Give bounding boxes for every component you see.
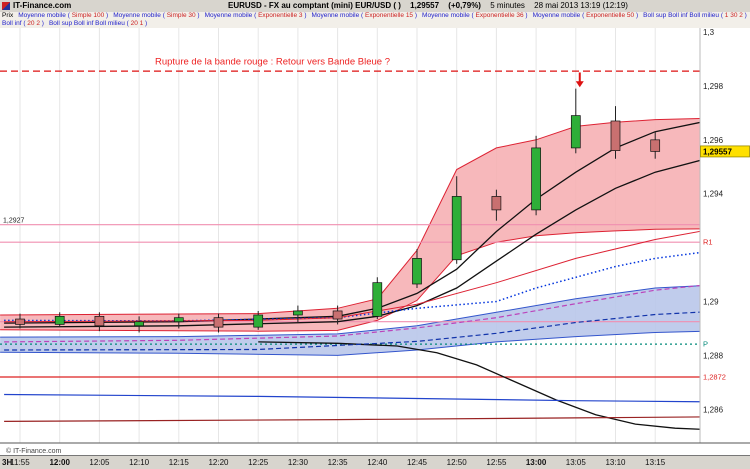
chart-annotation: Rupture de la bande rouge : Retour vers … — [155, 56, 390, 67]
ma-black-upper — [4, 121, 700, 324]
time-label: 12:15 — [168, 458, 189, 467]
axis-label: 1,29 — [703, 298, 719, 307]
ma-red-mid — [4, 230, 700, 323]
legend-row-1: Prix Moyenne mobile ( Simple 100 ) Moyenne… — [2, 12, 750, 20]
indicator-legend: Prix Moyenne mobile ( Simple 100 ) Moyenne… — [0, 12, 750, 28]
legend-item: Moyenne mobile ( Exponentielle 3 ) — [204, 12, 307, 19]
candle-12:25 — [253, 310, 264, 330]
time-label: 12:40 — [367, 458, 388, 467]
candle-13:10 — [610, 106, 621, 159]
axis-label: 1,288 — [703, 351, 724, 360]
bollinger-red-band — [0, 118, 700, 332]
line-blue-bottom — [4, 393, 700, 403]
axis-label: 1,296 — [703, 136, 724, 145]
axis-label: 1,298 — [703, 82, 724, 91]
current-price: 1,29557 — [703, 148, 732, 157]
time-label: 12:25 — [248, 458, 269, 467]
instrument-title: EURUSD - FX au comptant (mini) EUR/USD (… — [228, 1, 401, 10]
time-label: 13:15 — [645, 458, 666, 467]
time-label: 13:10 — [605, 458, 626, 467]
timeframe-label: 5 minutes — [490, 1, 525, 10]
candle-12:20 — [213, 313, 224, 333]
ma-navy-dashed — [4, 311, 700, 351]
candle-12:10 — [134, 316, 144, 333]
time-label: 12:30 — [287, 458, 308, 467]
candle-12:05 — [94, 312, 105, 332]
price-axis[interactable] — [700, 28, 750, 443]
candle-12:15 — [173, 313, 184, 329]
ma-black-declining — [258, 341, 700, 430]
instrument-header: EURUSD - FX au comptant (mini) EUR/USD (… — [228, 1, 635, 10]
ma-purple-dashed — [4, 284, 700, 343]
down-arrow-head — [575, 81, 584, 88]
axis-label: 1,294 — [703, 190, 724, 199]
range-label[interactable]: 3H — [2, 458, 13, 467]
brand-name: IT-Finance.com — [13, 1, 72, 10]
legend-item: Moyenne mobile ( Simple 30 ) — [113, 12, 200, 19]
axis-side-label: 1,2872 — [703, 372, 726, 381]
candle-12:30 — [293, 305, 303, 324]
datetime-label: 28 mai 2013 13:19 (12:19) — [534, 1, 628, 10]
legend-item: Prix — [2, 12, 14, 19]
legend-item: Moyenne mobile ( Exponentielle 15 ) — [311, 12, 418, 19]
bollinger-blue-band-top — [0, 285, 700, 338]
candle-12:35 — [332, 305, 343, 325]
candle-13:00 — [531, 135, 541, 216]
time-label: 13:00 — [525, 458, 547, 467]
legend-item: Boll sup Boll inf Boll milieu ( 20 1 ) — [48, 20, 148, 27]
price-change: (+0,79%) — [448, 1, 481, 10]
legend-row-2: Boll inf ( 20 2 ) Boll sup Boll inf Boll … — [2, 20, 750, 28]
last-price: 1,29557 — [410, 1, 440, 10]
candle-12:55 — [491, 189, 502, 221]
time-label: 11:55 — [10, 458, 30, 467]
time-label: 12:20 — [208, 458, 229, 467]
time-label: 12:10 — [129, 458, 150, 467]
time-label: 12:45 — [406, 458, 428, 467]
copyright-label: © IT-Finance.com — [6, 448, 62, 455]
time-label: 12:55 — [486, 458, 507, 467]
legend-item: Boll sup Boll inf Boll milieu ( 1 30 2 ) — [643, 12, 747, 19]
time-label: 12:00 — [49, 458, 70, 467]
candle-12:00 — [54, 312, 65, 328]
line-darkred-bottom — [4, 416, 700, 422]
legend-item: Boll inf ( 20 2 ) — [2, 20, 44, 27]
candle-12:40 — [372, 277, 383, 320]
time-label: 12:35 — [327, 458, 348, 467]
bollinger-blue-band-bottom — [0, 330, 700, 356]
axis-label: 1,3 — [703, 28, 715, 37]
plot-area[interactable]: Rupture de la bande rouge : Retour vers … — [0, 28, 707, 443]
candle-12:45 — [412, 248, 422, 289]
axis-label: 1,286 — [703, 405, 724, 414]
ma-black-lower — [4, 159, 700, 328]
time-axis[interactable]: 3H 11:55 12:00 12:05 12:10 12:15 12:20 12:25 12… — [0, 455, 750, 469]
legend-item: Moyenne mobile ( Simple 100 ) — [18, 12, 109, 19]
bollinger-blue-band — [0, 285, 700, 356]
candle-11:55 — [15, 313, 25, 329]
legend-item: Moyenne mobile ( Exponentielle 50 ) — [532, 12, 639, 19]
candle-13:05 — [570, 88, 581, 154]
candle-12:50 — [451, 176, 462, 264]
itfinance-logo-icon — [2, 2, 10, 10]
axis-side-label: R1 — [703, 238, 713, 247]
line-price-label: 1,2927 — [3, 218, 25, 225]
time-label: 12:50 — [446, 458, 467, 467]
candle-13:15 — [650, 131, 661, 159]
bollinger-red-band-top — [0, 117, 700, 316]
time-label: 12:05 — [89, 458, 110, 467]
time-label: 13:05 — [565, 458, 586, 467]
axis-side-label: P — [703, 340, 708, 349]
bollinger-red-band-bottom — [0, 228, 700, 332]
legend-item: Moyenne mobile ( Exponentielle 36 ) — [422, 12, 528, 19]
